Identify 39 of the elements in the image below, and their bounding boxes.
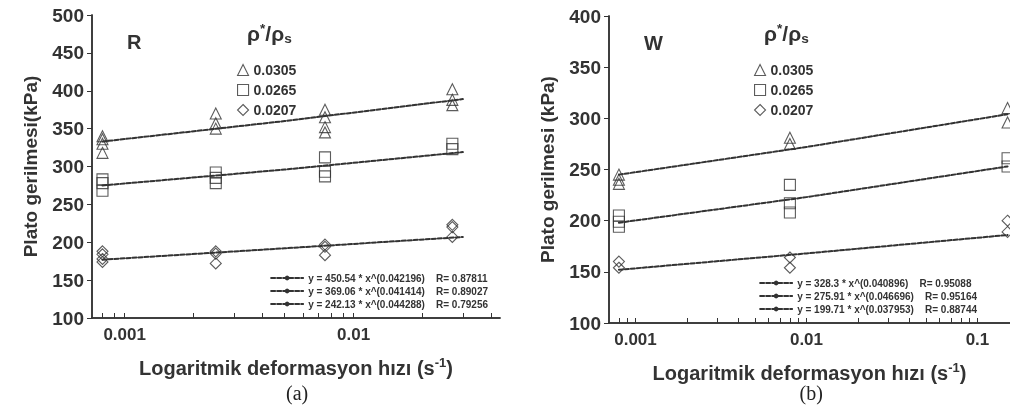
y-tick-label: 450: [52, 42, 84, 64]
y-tick-label: 500: [52, 4, 84, 26]
y-axis-title: Plato gerilmesi (kPa): [537, 76, 558, 263]
y-tick-label: 100: [52, 307, 84, 329]
y-tick-label: 350: [52, 118, 84, 140]
x-tick-label: 0.1: [965, 330, 990, 349]
legend-label: 0.0265: [770, 82, 814, 98]
legend-label: 0.0207: [253, 102, 297, 118]
y-tick-label: 350: [569, 56, 601, 78]
x-tick-label: 0.001: [614, 330, 657, 349]
y-tick-label: 400: [569, 5, 601, 27]
y-axis-title: Plato gerilmesi(kPa): [20, 75, 41, 258]
legend-label: 0.0305: [253, 62, 297, 78]
y-tick-label: 250: [569, 159, 601, 180]
text: W: [644, 32, 663, 54]
y-tick-label: 100: [569, 312, 601, 334]
y-tick-label: 200: [52, 231, 84, 253]
legend-label: 0.0207: [770, 102, 814, 118]
x-tick-label: 0.01: [337, 325, 371, 344]
y-tick-label: 400: [52, 80, 84, 102]
y-tick-label: 150: [569, 261, 601, 283]
legend-label: y = 369.06 * x^(0.041414) R= 0.89027: [308, 285, 489, 297]
text: (b): [799, 382, 823, 405]
text: R: [127, 31, 142, 53]
legend-label: y = 328.3 * x^(0.040896) R= 0.95088: [797, 277, 972, 289]
legend-label: 0.0305: [770, 62, 814, 78]
legend-label: y = 275.91 * x^(0.046696) R= 0.95164: [797, 290, 978, 302]
y-tick-label: 250: [52, 193, 84, 215]
y-tick-label: 300: [569, 107, 601, 129]
y-tick-label: 150: [52, 269, 84, 291]
legend-label: y = 242.13 * x^(0.044288) R= 0.79256: [308, 298, 489, 310]
y-tick-label: 200: [569, 210, 601, 232]
text: (a): [286, 382, 309, 405]
legend-label: y = 199.71 * x^(0.037953) R= 0.88744: [797, 303, 978, 315]
x-tick-label: 0.01: [789, 330, 824, 349]
y-tick-label: 300: [52, 156, 84, 177]
x-tick-label: 0.001: [103, 325, 146, 344]
legend-label: 0.0265: [253, 82, 297, 98]
legend-label: y = 450.54 * x^(0.042196) R= 0.87811: [308, 272, 488, 284]
